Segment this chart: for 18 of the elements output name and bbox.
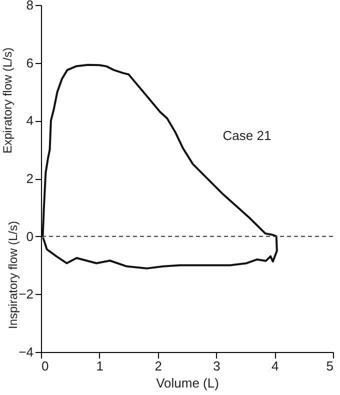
y-tick-label: 0 xyxy=(26,228,34,244)
x-tick-label: 2 xyxy=(154,358,162,374)
y-tick-label: −4 xyxy=(18,344,34,360)
x-tick-label: 3 xyxy=(213,358,220,374)
x-tick-label: 4 xyxy=(271,358,279,374)
x-tick-label: 5 xyxy=(326,358,334,374)
y-tick-label: 4 xyxy=(26,113,34,128)
x-tick-label: 1 xyxy=(96,358,104,374)
text: Inspiratory flow (L/s) xyxy=(6,220,20,330)
y-tick-label: 6 xyxy=(26,55,34,70)
y-axis-title: Expiratory flow (L/s) xyxy=(0,47,14,154)
y-tick-label: 2 xyxy=(26,171,34,186)
line-series xyxy=(42,64,278,270)
annotation: Case 21 xyxy=(222,128,272,143)
y-tick-label: 8 xyxy=(26,0,34,12)
y-tick-label: −2 xyxy=(18,286,34,302)
x-axis-title: Volume (L) xyxy=(156,376,219,390)
x-tick-label: 0 xyxy=(42,358,49,374)
